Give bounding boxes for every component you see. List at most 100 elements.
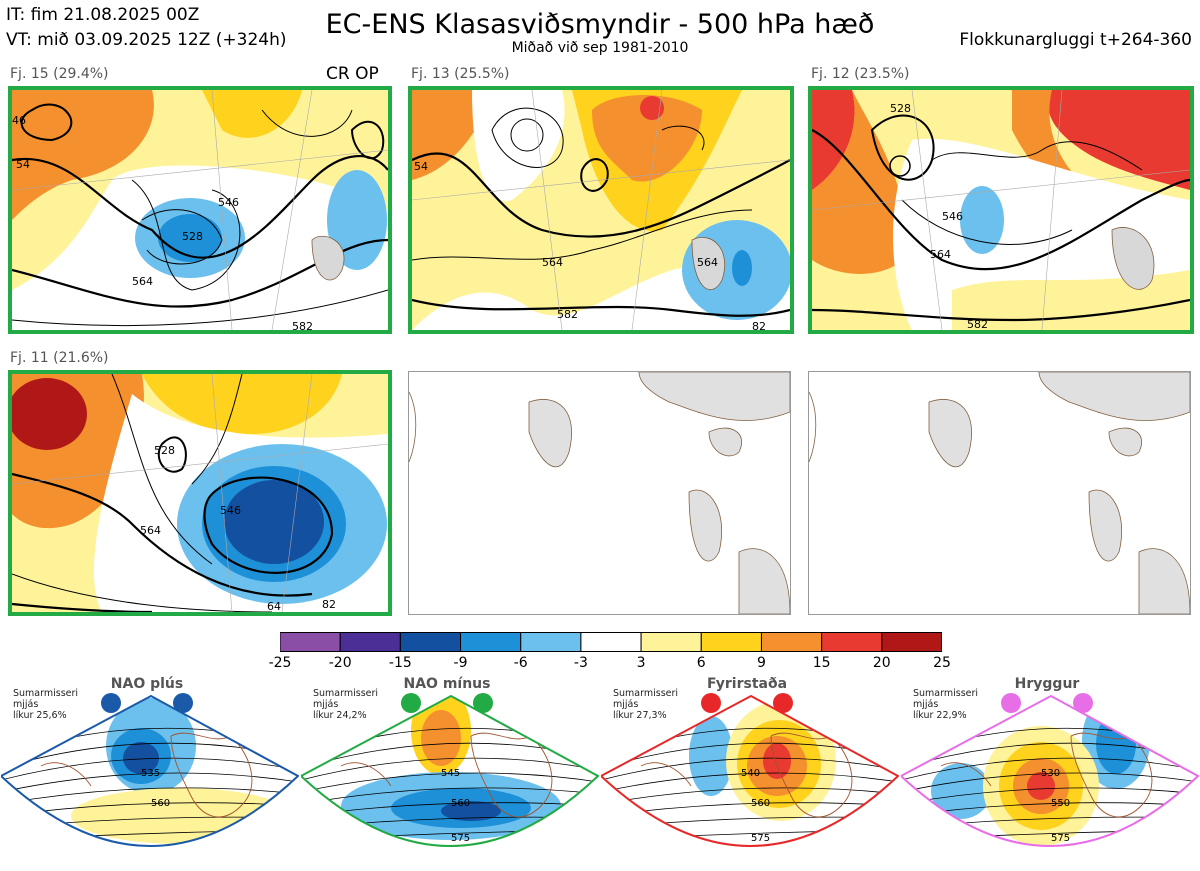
- colorbar-segment: [821, 632, 883, 652]
- contour-label: 82: [322, 598, 336, 611]
- cluster-map-1-graphic: 46 54 546 528 564 582: [12, 90, 388, 330]
- regime-row: 535 560 Sumarmisseri mjjás líkur 25,6% NAO pl…: [0, 676, 1200, 871]
- regime-stat-line: Sumarmisseri: [913, 688, 979, 699]
- cluster-map-4-graphic: 528 546 564 64 82: [12, 374, 388, 612]
- regime-stat-line: Sumarmisseri: [313, 688, 379, 699]
- regime-title: NAO plús: [110, 676, 184, 692]
- colorbar-tick-label: -15: [388, 655, 412, 671]
- regime-marker-dot: [101, 693, 121, 713]
- cluster-map-2-graphic: 54 564 582 564 82: [412, 90, 790, 330]
- colorbar: [279, 632, 943, 652]
- colorbar-segment: [640, 632, 702, 652]
- regime-marker-dot: [1001, 693, 1021, 713]
- contour-label: 528: [154, 444, 175, 457]
- cluster-map-1: 46 54 546 528 564 582: [8, 86, 392, 334]
- regime-panel: 535 560 Sumarmisseri mjjás líkur 25,6% NAO pl…: [1, 676, 299, 871]
- regime-fan-map: 540 560 575: [601, 693, 899, 847]
- init-time: IT: fim 21.08.2025 00Z: [6, 5, 200, 25]
- contour-label: 546: [942, 210, 963, 223]
- contour-label: 564: [542, 256, 563, 269]
- page-title: EC-ENS Klasasviðsmyndir - 500 hPa hæð: [325, 9, 875, 40]
- colorbar-tick-label: 15: [812, 655, 831, 671]
- regime-stat-line: mjjás: [13, 699, 39, 710]
- regime-title: NAO mínus: [403, 676, 491, 692]
- regime-stats: Sumarmisseri mjjás líkur 24,2%: [313, 688, 378, 721]
- regime-stats: Sumarmisseri mjjás líkur 25,6%: [13, 688, 78, 721]
- cluster-1-label: Fj. 15 (29.4%): [10, 66, 109, 82]
- colorbar-segment: [580, 632, 642, 652]
- regime-contour-label: 545: [441, 768, 460, 779]
- regime-fan-map: 545 560 575: [301, 693, 599, 847]
- colorbar-segment: [399, 632, 462, 652]
- colorbar-ticks: -25 -20 -15 -9 -6 -3 3 6 9 15 20 25: [269, 655, 951, 673]
- regime-marker-dot: [701, 693, 721, 713]
- regime-fan-map: 530 550 575: [901, 693, 1199, 847]
- contour-label: 546: [220, 504, 241, 517]
- empty-map-1: [408, 371, 791, 615]
- regime-contour-label: 575: [1051, 833, 1070, 844]
- regime-panel: 530 550 575 Sumarmisseri mjjás líkur 22,9% Hry…: [901, 676, 1199, 871]
- regime-stat-line: mjjás: [313, 699, 339, 710]
- valid-time: VT: mið 03.09.2025 12Z (+324h): [6, 30, 287, 50]
- contour-label: 82: [752, 320, 766, 330]
- regime-stat-line: Sumarmisseri: [13, 688, 79, 699]
- page-subtitle: Miðað við sep 1981-2010: [511, 40, 689, 56]
- colorbar-tick-label: -9: [453, 655, 468, 671]
- colorbar-tick-label: 3: [636, 655, 646, 671]
- empty-map-2-graphic: [809, 372, 1190, 614]
- contour-label: 564: [697, 256, 718, 269]
- cluster-4-label: Fj. 11 (21.6%): [10, 350, 109, 366]
- regime-stats: Sumarmisseri mjjás líkur 22,9%: [913, 688, 978, 721]
- colorbar-segment: [700, 632, 762, 652]
- regime-contour-label: 560: [151, 798, 170, 809]
- empty-map-1-graphic: [409, 372, 790, 614]
- colorbar-tick-label: -20: [328, 655, 352, 671]
- regime-title: Hryggur: [1014, 676, 1080, 692]
- colorbar-tick-label: -6: [513, 655, 528, 671]
- cluster-3-label: Fj. 12 (23.5%): [811, 66, 910, 82]
- cluster-1-tag: CR OP: [326, 64, 379, 84]
- regime-stat-line: mjjás: [913, 699, 939, 710]
- regime-panel: 540 560 575 Sumarmisseri mjjás líkur 27,3% Fyr…: [601, 676, 899, 871]
- regime-stat-line: líkur 25,6%: [13, 710, 67, 721]
- cluster-map-3-graphic: 528 546 564 582: [812, 90, 1190, 330]
- regime-contour-label: 530: [1041, 768, 1060, 779]
- contour-label: 564: [132, 275, 153, 288]
- colorbar-segment: [279, 632, 341, 652]
- regime-title: Fyrirstaða: [706, 676, 788, 692]
- regime-stat-line: mjjás: [613, 699, 639, 710]
- regime-contour-label: 575: [451, 833, 470, 844]
- regime-panel: 545 560 575 Sumarmisseri mjjás líkur 24,2% NAO…: [301, 676, 599, 871]
- regime-stat-line: líkur 24,2%: [313, 710, 367, 721]
- colorbar-tick-label: -25: [268, 655, 292, 671]
- regime-marker-dot: [401, 693, 421, 713]
- regime-contour-label: 560: [451, 798, 470, 809]
- regime-stat-line: líkur 22,9%: [913, 710, 967, 721]
- regime-marker-dot: [173, 693, 193, 713]
- contour-label: 564: [140, 524, 161, 537]
- colorbar-segment: [760, 632, 823, 652]
- contour-label: 54: [414, 160, 428, 173]
- regime-marker-dot: [773, 693, 793, 713]
- regime-contour-label: 535: [141, 768, 160, 779]
- contour-label: 54: [16, 158, 30, 171]
- empty-map-2: [808, 371, 1191, 615]
- contour-label: 64: [267, 600, 281, 612]
- contour-label: 46: [12, 114, 26, 127]
- contour-label: 582: [967, 318, 988, 330]
- colorbar-tick-label: 9: [756, 655, 766, 671]
- regime-marker-dot: [473, 693, 493, 713]
- regime-marker-dot: [1073, 693, 1093, 713]
- regime-contour-label: 575: [751, 833, 770, 844]
- regime-stat-line: Sumarmisseri: [613, 688, 679, 699]
- colorbar-tick-label: -3: [573, 655, 588, 671]
- regime-stat-line: líkur 27,3%: [613, 710, 667, 721]
- cluster-2-label: Fj. 13 (25.5%): [411, 66, 510, 82]
- contour-label: 582: [557, 308, 578, 321]
- cluster-map-3: 528 546 564 582: [808, 86, 1194, 334]
- colorbar-tick-label: 20: [872, 655, 891, 671]
- colorbar-tick-label: 25: [933, 655, 951, 671]
- cluster-map-4: 528 546 564 64 82: [8, 370, 392, 616]
- colorbar-segment: [881, 632, 943, 652]
- colorbar-graphic: [279, 632, 943, 652]
